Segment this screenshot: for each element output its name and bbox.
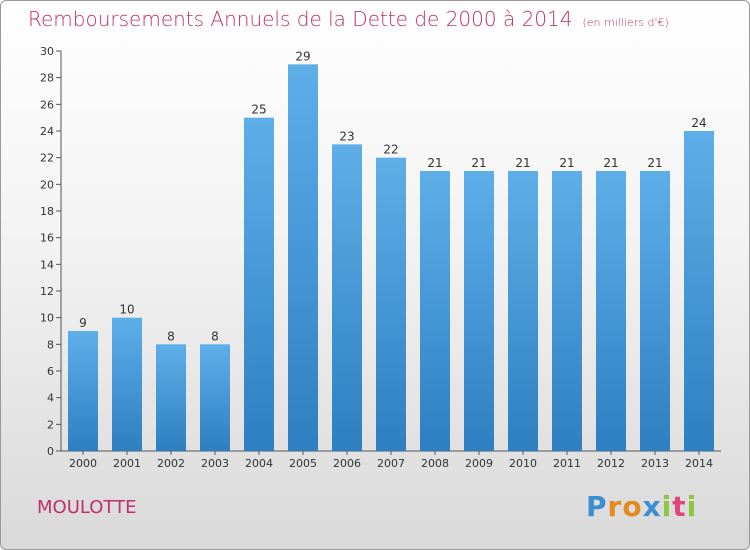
bar	[332, 144, 362, 452]
bar-value-label: 24	[691, 116, 706, 130]
y-tick-label: 30	[40, 45, 54, 58]
bar	[376, 157, 406, 451]
y-tick-label: 26	[40, 98, 54, 111]
bar-value-label: 22	[383, 143, 398, 157]
x-tick-label: 2006	[333, 457, 361, 470]
y-tick-label: 24	[40, 125, 54, 138]
y-tick-label: 0	[47, 445, 54, 458]
y-tick-label: 18	[40, 205, 54, 218]
x-tick-label: 2000	[69, 457, 97, 470]
bar-value-label: 29	[295, 49, 310, 63]
x-tick-label: 2004	[245, 457, 273, 470]
chart-bars: 9 10 8 8 25 29 23 22 21 21 21 21 21 21 24	[68, 49, 714, 452]
chart-title: Remboursements Annuels de la Dette de 20…	[28, 7, 669, 31]
bar	[200, 344, 230, 451]
chart-subtitle: (en milliers d'€)	[582, 16, 669, 29]
bar	[288, 64, 318, 452]
bar	[464, 171, 494, 451]
bar	[156, 344, 186, 451]
logo-letter: o	[622, 490, 643, 523]
bar-value-label: 23	[339, 129, 354, 143]
bar	[640, 171, 670, 451]
bar-value-label: 25	[251, 103, 266, 117]
bar	[508, 171, 538, 451]
bar	[420, 171, 450, 451]
bar	[552, 171, 582, 451]
x-tick-label: 2014	[685, 457, 713, 470]
proxiti-logo: Proxiti	[586, 490, 697, 523]
y-tick-label: 16	[40, 232, 54, 245]
bar-value-label: 21	[515, 156, 530, 170]
x-tick-label: 2011	[553, 457, 581, 470]
bar-value-label: 21	[647, 156, 662, 170]
x-tick-label: 2012	[597, 457, 625, 470]
bar	[244, 117, 274, 452]
y-tick-label: 14	[40, 258, 54, 271]
bar	[684, 131, 714, 451]
commune-name: MOULOTTE	[37, 497, 137, 518]
logo-letter: i	[661, 490, 673, 523]
y-tick-label: 4	[47, 392, 54, 405]
bar	[112, 317, 142, 451]
bar-value-label: 21	[471, 156, 486, 170]
y-tick-label: 6	[47, 365, 54, 378]
y-tick-label: 12	[40, 285, 54, 298]
x-tick-label: 2007	[377, 457, 405, 470]
x-tick-label: 2008	[421, 457, 449, 470]
logo-letter: t	[672, 490, 687, 523]
x-tick-label: 2005	[289, 457, 317, 470]
y-tick-label: 2	[47, 418, 54, 431]
logo-letter: r	[607, 490, 623, 523]
logo-letter: x	[642, 490, 662, 523]
bar-value-label: 8	[167, 329, 175, 343]
logo-letter: P	[586, 490, 608, 523]
x-tick-label: 2013	[641, 457, 669, 470]
bar-value-label: 9	[79, 316, 87, 330]
bar-value-label: 21	[559, 156, 574, 170]
y-tick-label: 10	[40, 312, 54, 325]
y-tick-label: 28	[40, 72, 54, 85]
x-tick-label: 2010	[509, 457, 537, 470]
y-tick-label: 20	[40, 178, 54, 191]
logo-letter: i	[686, 490, 698, 523]
y-tick-label: 8	[47, 338, 54, 351]
x-tick-label: 2001	[113, 457, 141, 470]
chart-title-text: Remboursements Annuels de la Dette de 20…	[28, 7, 573, 31]
bar-value-label: 8	[211, 329, 219, 343]
bar-value-label: 21	[603, 156, 618, 170]
bar	[596, 171, 626, 451]
x-tick-label: 2003	[201, 457, 229, 470]
bar-value-label: 10	[119, 303, 134, 317]
x-tick-label: 2009	[465, 457, 493, 470]
y-tick-label: 22	[40, 152, 54, 165]
bar-value-label: 21	[427, 156, 442, 170]
x-tick-label: 2002	[157, 457, 185, 470]
bar	[68, 331, 98, 451]
